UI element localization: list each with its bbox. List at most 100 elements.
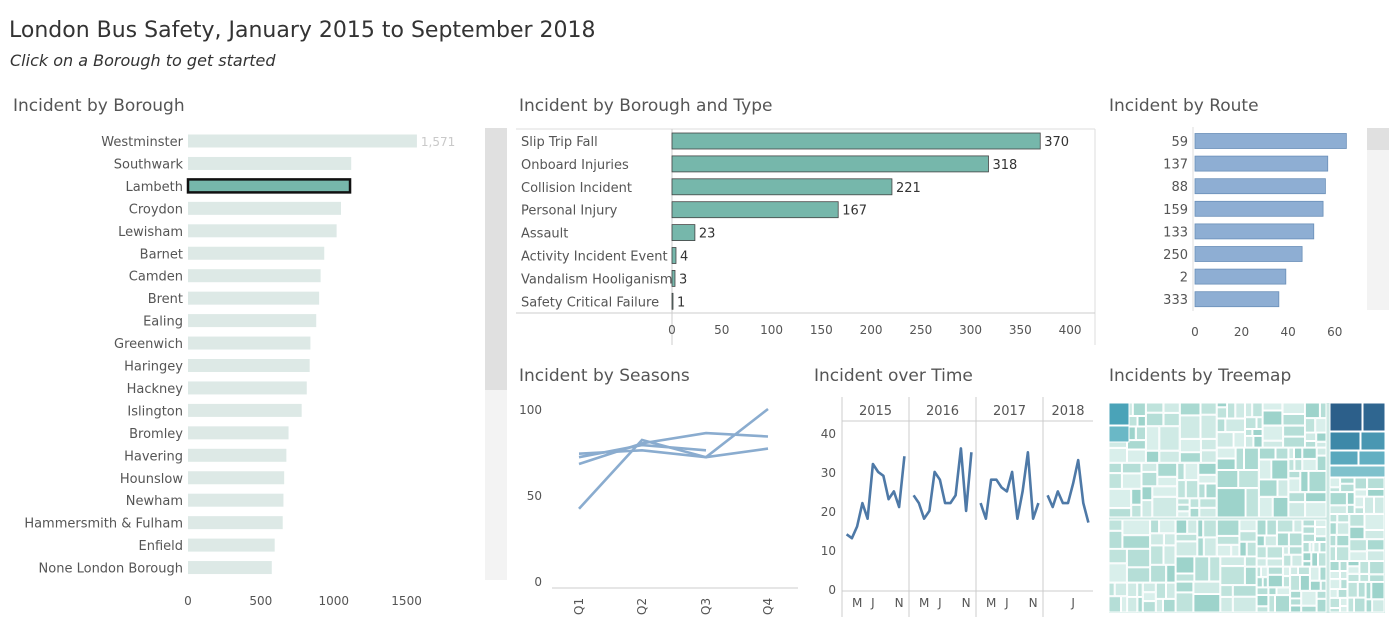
route-bar[interactable] [1194,291,1280,308]
treemap-cell[interactable] [1121,462,1142,474]
treemap-cell[interactable] [1252,429,1263,436]
treemap-cell[interactable] [1253,435,1263,448]
treemap-cell[interactable] [1329,534,1337,547]
type-bar[interactable] [671,269,676,287]
treemap-cell[interactable] [1246,541,1257,557]
treemap-cell[interactable] [1157,476,1178,487]
borough-scrollbar-thumb[interactable] [485,128,507,390]
treemap-cell[interactable] [1150,533,1164,546]
treemap-cell[interactable] [1127,449,1146,463]
treemap-cell[interactable] [1142,592,1156,602]
treemap-cell[interactable] [1126,567,1151,583]
route-bar[interactable] [1194,155,1329,172]
treemap-cell[interactable] [1309,566,1320,581]
treemap-cell[interactable] [1216,403,1228,408]
treemap-cell[interactable] [1299,575,1310,591]
route-bar[interactable] [1194,200,1324,217]
borough-bar[interactable] [188,426,289,440]
treemap-cell[interactable] [1340,477,1355,484]
treemap-cell[interactable] [1294,447,1303,460]
treemap-cell[interactable] [1152,486,1178,497]
treemap-cell[interactable] [1283,546,1289,555]
treemap-cell[interactable] [1262,403,1283,411]
treemap-cell[interactable] [1288,447,1294,460]
treemap-cell[interactable] [1329,579,1341,590]
treemap-cell[interactable] [1189,498,1200,508]
treemap-cell[interactable] [1364,496,1374,514]
type-bar[interactable] [671,178,893,196]
treemap-cell[interactable] [1315,536,1327,543]
treemap-cell[interactable] [1301,605,1317,613]
route-scrollbar-thumb[interactable] [1367,128,1389,150]
borough-bar[interactable] [188,381,307,395]
treemap-cell[interactable] [1288,478,1301,493]
treemap-cell[interactable] [1336,546,1350,562]
treemap-cell[interactable] [1175,519,1188,534]
treemap-cell[interactable] [1262,425,1284,441]
treemap-cell[interactable] [1365,599,1373,613]
treemap-cell[interactable] [1282,576,1290,588]
time-series-line[interactable] [912,447,973,520]
treemap-cell[interactable] [1164,533,1176,546]
treemap-cell[interactable] [1329,450,1359,466]
treemap-cell[interactable] [1336,534,1350,547]
type-bar-chart[interactable]: Slip Trip Fall 370 Onboard Injuries 318 Coll… [512,125,1102,350]
treemap-cell[interactable] [1267,574,1283,588]
treemap-cell[interactable] [1256,546,1267,559]
treemap-cell[interactable] [1347,561,1360,567]
treemap-cell[interactable] [1349,551,1367,562]
treemap-cell[interactable] [1337,514,1350,523]
treemap-cell[interactable] [1109,519,1123,531]
treemap-cell[interactable] [1329,465,1385,478]
treemap-cell[interactable] [1150,545,1164,565]
treemap-cell[interactable] [1216,535,1240,545]
treemap-cell[interactable] [1364,530,1385,540]
treemap-cell[interactable] [1179,452,1201,463]
treemap-cell[interactable] [1126,548,1151,568]
treemap-cell[interactable] [1145,426,1160,451]
treemap-cell[interactable] [1245,488,1259,518]
treemap-cell[interactable] [1329,431,1361,451]
treemap-cell[interactable] [1109,582,1115,597]
treemap-cell[interactable] [1267,566,1283,575]
treemap-cell[interactable] [1316,441,1327,448]
treemap-cell[interactable] [1315,418,1327,433]
treemap-cell[interactable] [1175,541,1198,557]
treemap-cell[interactable] [1340,483,1355,493]
treemap-cell[interactable] [1288,492,1306,503]
treemap-cell[interactable] [1145,412,1164,427]
treemap-cell[interactable] [1268,587,1277,596]
treemap-cell[interactable] [1349,539,1367,552]
treemap-cell[interactable] [1155,598,1163,613]
treemap-cell[interactable] [1131,504,1142,518]
treemap-cell[interactable] [1245,435,1254,448]
treemap-cell[interactable] [1329,492,1347,506]
treemap-cell[interactable] [1256,535,1265,547]
treemap-cell[interactable] [1264,535,1277,547]
treemap-cell[interactable] [1187,519,1198,534]
route-bar-chart[interactable]: 59 137 88 159 133 250 2 333 0 20 40 60 [1105,125,1365,345]
treemap-cell[interactable] [1288,546,1303,555]
treemap-cell[interactable] [1290,566,1299,576]
treemap-cell[interactable] [1109,508,1132,518]
treemap-cell[interactable] [1309,542,1314,553]
borough-bar[interactable] [188,538,275,552]
treemap-cell[interactable] [1320,580,1327,591]
treemap-cell[interactable] [1336,522,1350,535]
treemap-cell[interactable] [1200,414,1217,439]
treemap-cell[interactable] [1276,519,1294,533]
treemap-cell[interactable] [1252,403,1263,418]
treemap-cell[interactable] [1329,571,1340,579]
treemap-cell[interactable] [1349,526,1365,540]
treemap-cell[interactable] [1175,573,1195,582]
treemap-cell[interactable] [1198,483,1206,499]
treemap-cell[interactable] [1293,519,1303,533]
treemap-cell[interactable] [1232,596,1257,613]
treemap-cell[interactable] [1316,590,1327,599]
treemap-cell[interactable] [1232,585,1257,597]
treemap-cell[interactable] [1300,470,1309,493]
borough-bar[interactable] [188,448,287,462]
treemap-cell[interactable] [1271,459,1289,480]
treemap-cell[interactable] [1266,519,1277,536]
borough-bar[interactable] [188,314,317,328]
